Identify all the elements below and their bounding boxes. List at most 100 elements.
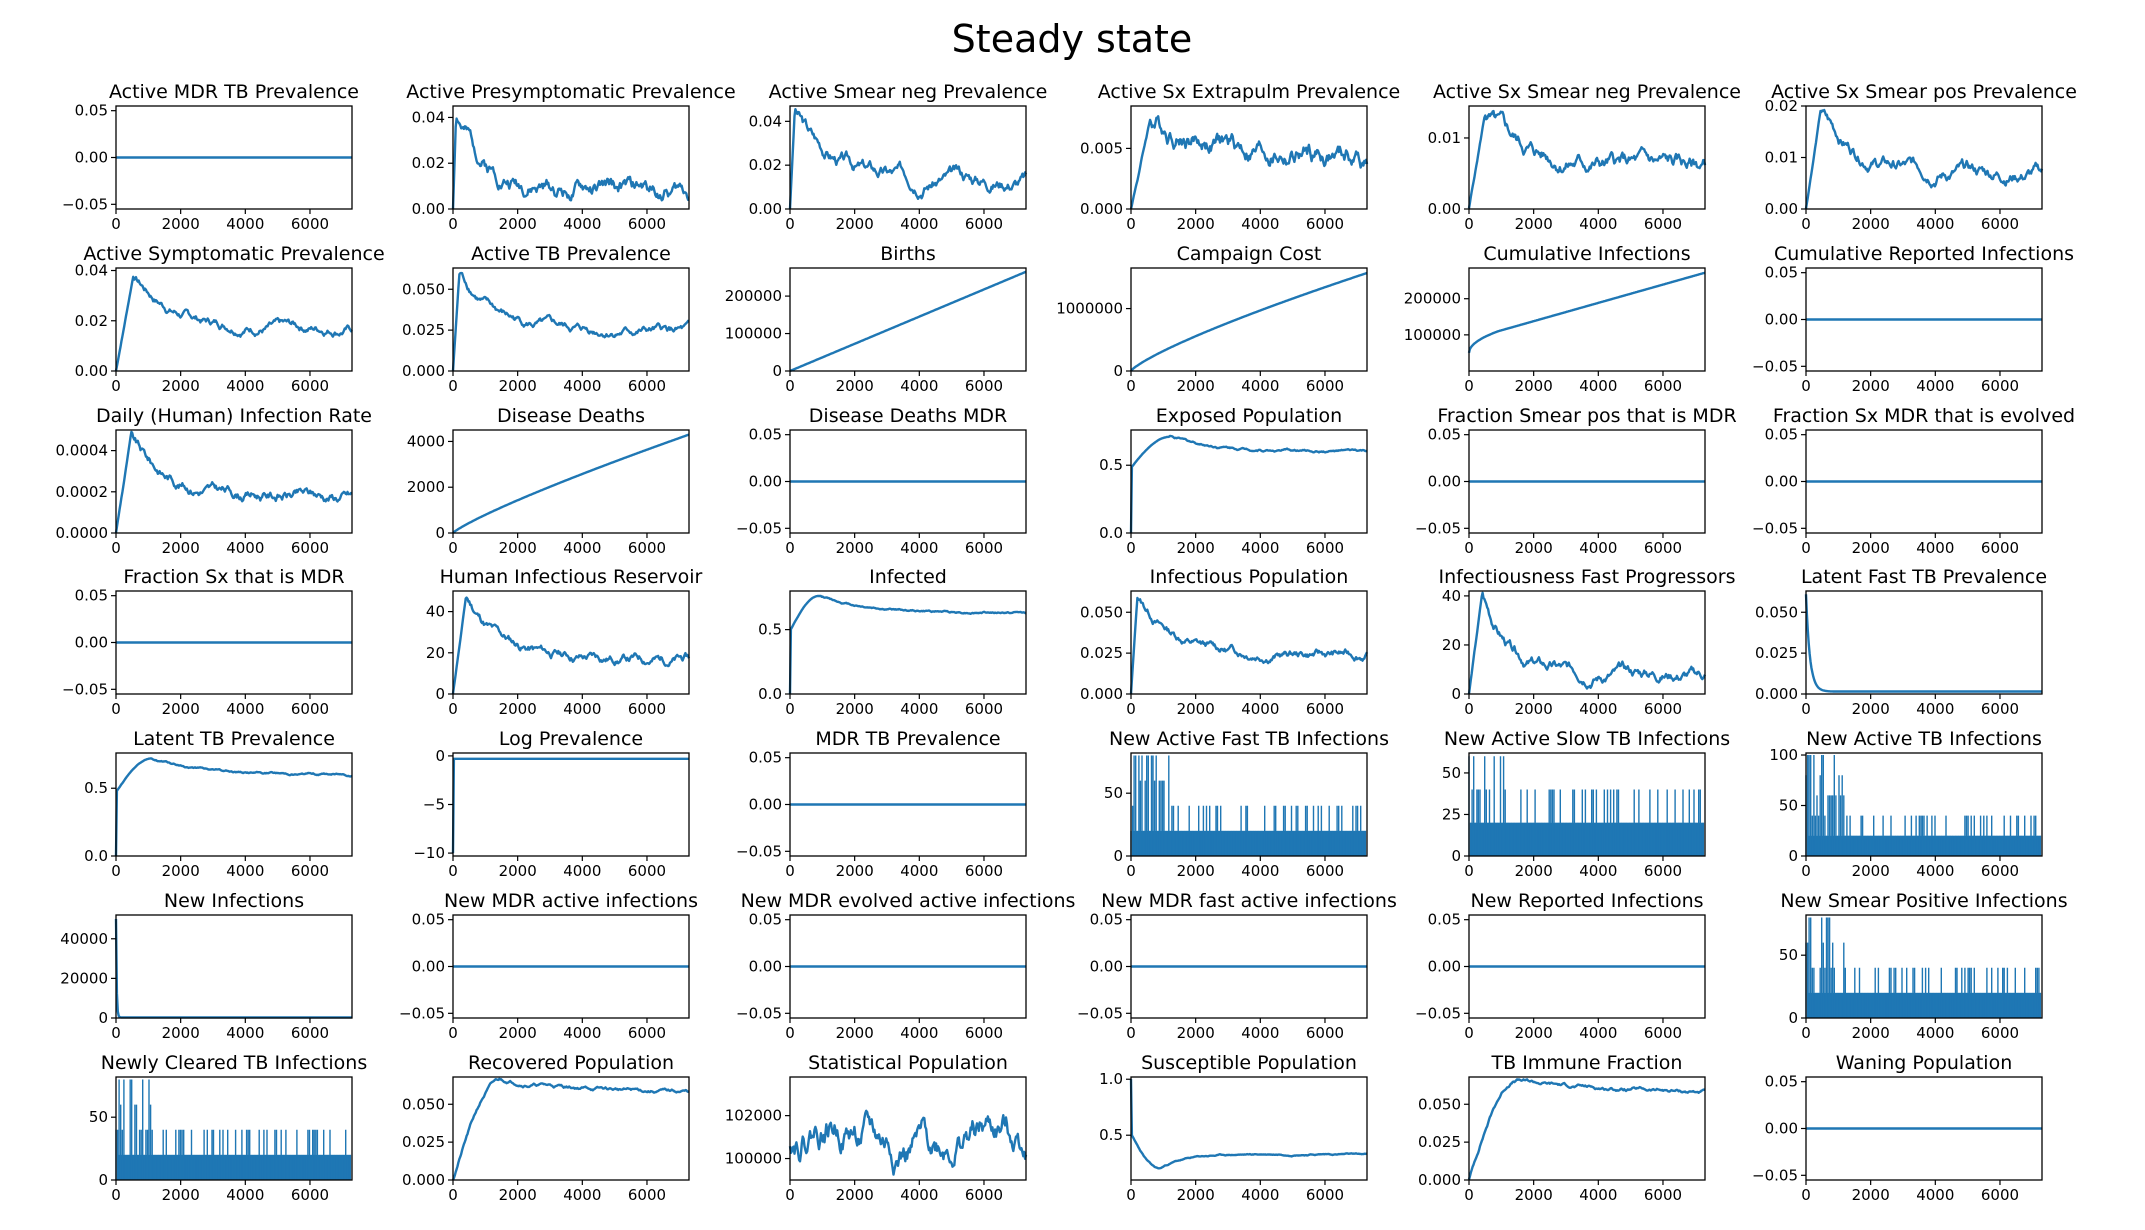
x-tick-label: 0 [111, 215, 121, 233]
subplot-title: Active TB Prevalence [471, 243, 671, 265]
x-tick-label: 2000 [1515, 1024, 1553, 1042]
y-tick-label: 0 [1451, 847, 1461, 865]
subplot-title: Statistical Population [808, 1052, 1008, 1074]
x-tick-label: 2000 [1177, 1024, 1215, 1042]
y-tick-label: 0 [1113, 847, 1123, 865]
x-tick-label: 4000 [1916, 377, 1954, 395]
subplot-title: New Infections [164, 890, 304, 912]
subplot-title: Active Sx Smear neg Prevalence [1433, 81, 1741, 103]
y-tick-label: 0.00 [1765, 473, 1798, 491]
x-tick-label: 2000 [836, 862, 874, 880]
axes-frame [115, 752, 353, 857]
y-tick-label: 0.050 [1755, 603, 1798, 621]
subplot: Statistical Population 100000 102000 0 2000 4… [725, 1052, 1028, 1204]
x-tick-label: 2000 [1515, 215, 1553, 233]
subplot-title: Fraction Sx MDR that is evolved [1773, 405, 2075, 427]
y-tick-label: 1000000 [1056, 300, 1123, 318]
subplot-grid: Active MDR TB Prevalence−0.050.000.050 20… [56, 81, 2077, 1204]
x-tick-label: 4000 [1241, 377, 1279, 395]
x-tick-label: 4000 [1579, 1024, 1617, 1042]
subplot: Daily (Human) Infection Rate 0.0000 0.0002… [56, 405, 372, 557]
x-tick-label: 0 [111, 1024, 121, 1042]
subplot-title: Infectious Population [1150, 566, 1349, 588]
y-tick-label: 0.005 [1080, 139, 1123, 157]
series-line [114, 430, 353, 534]
x-tick-label: 2000 [836, 1024, 874, 1042]
subplot: Active Smear neg Prevalence 0.00 0.02 0.04 0… [749, 81, 1048, 233]
y-tick-label: 0.04 [75, 262, 108, 280]
x-tick-label: 2000 [836, 539, 874, 557]
y-tick-label: 0.00 [1428, 200, 1461, 218]
y-tick-label: −0.05 [1415, 519, 1461, 537]
x-tick-label: 6000 [1644, 215, 1682, 233]
series-line [1129, 115, 1369, 210]
y-tick-label: 0.05 [1090, 911, 1123, 929]
x-tick-label: 2000 [1852, 1024, 1890, 1042]
subplot: Cumulative Reported Infections −0.05 0.00 0… [1752, 243, 2074, 395]
x-tick-label: 4000 [1916, 1186, 1954, 1204]
y-tick-label: 0.025 [402, 1133, 445, 1151]
axes-frame [1130, 267, 1368, 372]
subplot-title: Cumulative Reported Infections [1774, 243, 2074, 265]
y-tick-label: 0.000 [1418, 1171, 1461, 1189]
x-tick-label: 6000 [1644, 700, 1682, 718]
x-tick-label: 4000 [1241, 539, 1279, 557]
y-tick-label: 0.00 [1428, 958, 1461, 976]
x-tick-label: 6000 [965, 1024, 1003, 1042]
y-tick-label: 0.05 [75, 587, 108, 605]
x-tick-label: 4000 [1241, 700, 1279, 718]
x-tick-label: 2000 [1852, 377, 1890, 395]
x-tick-label: 6000 [291, 862, 329, 880]
y-tick-label: 0.0000 [56, 524, 109, 542]
y-tick-label: 100 [1769, 746, 1798, 764]
subplot: Active Sx Smear pos Prevalence 0.00 0.01 0.… [1765, 81, 2077, 233]
x-tick-label: 0 [785, 1024, 795, 1042]
x-tick-label: 6000 [628, 1186, 666, 1204]
series-line [1129, 434, 1368, 534]
x-tick-label: 2000 [499, 862, 537, 880]
x-tick-label: 4000 [1916, 862, 1954, 880]
series-line [114, 757, 353, 857]
series-line [788, 1109, 1028, 1176]
y-tick-label: 0.05 [412, 911, 445, 929]
x-tick-label: 6000 [965, 539, 1003, 557]
x-tick-label: 6000 [628, 377, 666, 395]
x-tick-label: 0 [1801, 539, 1811, 557]
x-tick-label: 2000 [1515, 1186, 1553, 1204]
x-tick-label: 4000 [563, 700, 601, 718]
x-tick-label: 6000 [291, 215, 329, 233]
x-tick-label: 4000 [1579, 700, 1617, 718]
y-tick-label: 0 [98, 1009, 108, 1027]
x-tick-label: 6000 [628, 1024, 666, 1042]
y-tick-label: 0.02 [1765, 97, 1798, 115]
axes-frame [452, 105, 690, 210]
x-tick-label: 6000 [1644, 539, 1682, 557]
x-tick-label: 2000 [499, 700, 537, 718]
x-tick-label: 0 [448, 1186, 458, 1204]
subplot: Disease Deaths MDR −0.05 0.00 0.05 0 2000 4000… [736, 405, 1027, 557]
subplot-title: New Smear Positive Infections [1780, 890, 2067, 912]
subplot-title: Active Presymptomatic Prevalence [406, 81, 735, 103]
y-tick-label: 100000 [1404, 326, 1461, 344]
y-tick-label: 0 [1113, 362, 1123, 380]
y-tick-label: 0.5 [1099, 1126, 1123, 1144]
x-tick-label: 4000 [1579, 215, 1617, 233]
y-tick-label: 0.050 [402, 1095, 445, 1113]
series-line [1804, 594, 2043, 693]
y-tick-label: 0.025 [1080, 644, 1123, 662]
x-tick-label: 6000 [291, 539, 329, 557]
x-tick-label: 4000 [226, 1024, 264, 1042]
x-tick-label: 6000 [628, 539, 666, 557]
axes-frame [1468, 590, 1706, 695]
x-tick-label: 2000 [836, 700, 874, 718]
y-tick-label: −0.05 [1077, 1004, 1123, 1022]
x-tick-label: 6000 [1306, 700, 1344, 718]
x-tick-label: 4000 [1579, 862, 1617, 880]
x-tick-label: 0 [785, 862, 795, 880]
subplot: New Reported Infections −0.05 0.00 0.05 0 200… [1415, 890, 1706, 1042]
x-tick-label: 4000 [226, 215, 264, 233]
axes-frame [1468, 267, 1706, 372]
y-tick-label: 0.00 [75, 149, 108, 167]
subplot: New MDR fast active infections −0.05 0.00 0… [1077, 890, 1397, 1042]
subplot: Waning Population −0.05 0.00 0.05 0 2000 4000 6… [1752, 1052, 2043, 1204]
